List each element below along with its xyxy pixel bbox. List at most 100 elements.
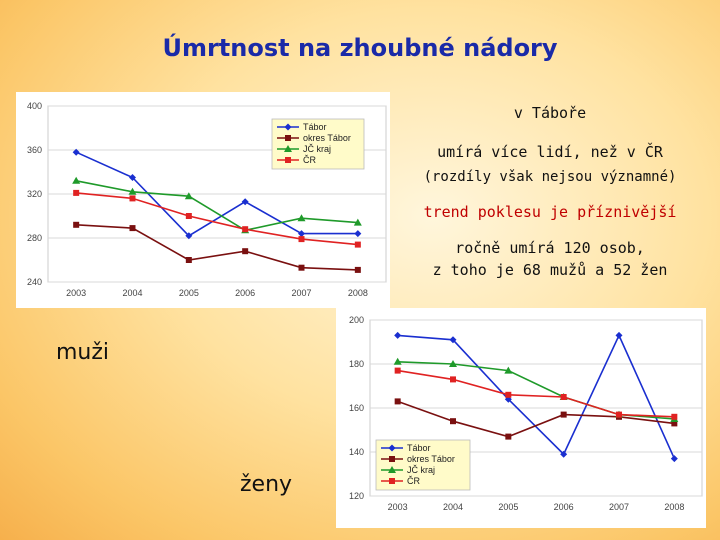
men-point-okres [298, 264, 305, 271]
men-legend-label-cr: ČR [303, 155, 316, 165]
women-point-okres [671, 420, 678, 427]
women-legend-label-tabor: Tábor [407, 443, 431, 453]
men-point-jc [184, 192, 193, 200]
women-point-tabor [615, 331, 623, 339]
men-point-cr [73, 189, 80, 196]
men-xtick-label: 2004 [122, 288, 142, 298]
women-point-okres [450, 418, 456, 425]
men-point-tabor [298, 230, 305, 238]
women-ytick-label: 140 [349, 447, 364, 457]
men-series-line-jc [76, 180, 358, 232]
men-xtick-label: 2006 [235, 288, 255, 298]
women-point-cr [560, 394, 567, 400]
men-legend-marker-cr [285, 157, 291, 163]
men-point-cr [354, 241, 361, 248]
women-ytick-label: 120 [349, 491, 364, 501]
women-xtick-label: 2003 [388, 502, 408, 512]
note-trend: trend poklesu je příznivější [423, 203, 677, 221]
men-point-cr [298, 236, 305, 243]
page-title: Úmrtnost na zhoubné nádory [162, 34, 558, 62]
women-ytick-label: 160 [349, 403, 364, 413]
chart-women: 120 140 160 180 200 2003 2004 2005 2006 2007 2008 T… [349, 315, 703, 512]
men-point-tabor [354, 230, 362, 238]
men-xtick-label: 2008 [348, 288, 368, 298]
women-point-jc [393, 357, 402, 365]
men-point-okres [354, 266, 361, 273]
women-xtick-label: 2007 [609, 502, 629, 512]
women-xtick-label: 2006 [554, 502, 574, 512]
men-series-line-cr [76, 192, 358, 246]
women-xtick-label: 2008 [664, 502, 684, 512]
note-location: v Táboře [513, 104, 587, 122]
men-ytick-label: 360 [27, 145, 42, 155]
men-point-tabor [185, 232, 193, 240]
chart-men: 240 280 320 360 400 2003 2004 2005 2006 2007 2008 T… [27, 101, 387, 298]
women-point-cr [394, 367, 401, 374]
women-point-okres [505, 433, 512, 440]
men-ytick-label: 400 [27, 101, 42, 111]
women-series-line-cr [397, 369, 675, 418]
women-legend-label-okres: okres Tábor [407, 454, 455, 464]
men-point-cr [129, 195, 136, 202]
women-legend-marker-okres [389, 456, 395, 462]
women-point-okres [560, 411, 567, 418]
note-more-deaths: umírá více lidí, než v ČR [437, 143, 663, 161]
men-series-line-okres [76, 224, 358, 271]
chart-panel-women: 120 140 160 180 200 2003 2004 2005 2006 2007 2008 T… [336, 308, 706, 528]
men-legend-label-tabor: Tábor [303, 122, 327, 132]
men-series-line-tabor [75, 151, 358, 237]
women-point-cr [450, 376, 456, 383]
women-point-jc [504, 366, 513, 374]
women-legend-marker-tabor [388, 444, 396, 452]
men-point-cr [185, 213, 192, 219]
men-point-jc [297, 214, 306, 222]
women-series-line-tabor [397, 333, 676, 459]
women-legend-label-jc: JČ kraj [407, 465, 435, 475]
men-legend-marker-okres [285, 135, 291, 141]
men-ytick-label: 280 [27, 233, 42, 243]
men-legend-marker-tabor [284, 123, 292, 131]
men-legend-label-okres: okres Tábor [303, 133, 351, 143]
men-xtick-label: 2005 [179, 288, 199, 298]
men-point-okres [242, 248, 249, 255]
women-ytick-label: 180 [349, 359, 364, 369]
women-xtick-label: 2004 [443, 502, 463, 512]
men-ytick-label: 320 [27, 189, 42, 199]
men-point-okres [129, 225, 136, 232]
women-point-okres [394, 398, 401, 405]
women-point-tabor [449, 336, 457, 344]
men-point-tabor [72, 148, 80, 156]
note-differences: (rozdíly však nejsou významné) [423, 169, 677, 185]
men-legend-label-jc: JČ kraj [303, 144, 331, 154]
men-point-okres [185, 257, 192, 263]
chart-panel-men: 240 280 320 360 400 2003 2004 2005 2006 2007 2008 T… [16, 92, 390, 308]
men-legend-marker-jc [284, 145, 292, 152]
women-point-tabor [560, 450, 568, 458]
men-point-tabor [129, 174, 136, 181]
women-point-tabor [670, 455, 678, 463]
men-xtick-label: 2003 [66, 288, 86, 298]
women-point-cr [616, 411, 622, 418]
women-series-line-okres [397, 400, 675, 438]
men-point-cr [242, 226, 249, 233]
men-xtick-label: 2007 [291, 288, 311, 298]
men-point-tabor [241, 198, 249, 206]
women-point-cr [505, 391, 512, 398]
women-legend-marker-cr [389, 478, 395, 484]
women-legend-marker-jc [388, 466, 396, 473]
men-point-jc [353, 218, 362, 226]
men-point-okres [73, 221, 80, 228]
women-series-line-jc [397, 361, 675, 420]
men-ytick-label: 240 [27, 277, 42, 287]
men-point-jc [128, 187, 137, 195]
note-yearly-1: ročně umírá 120 osob, [455, 239, 645, 257]
women-legend-label-cr: ČR [407, 476, 420, 486]
women-point-cr [671, 413, 678, 420]
women-ytick-label: 200 [349, 315, 364, 325]
women-point-tabor [394, 331, 402, 339]
women-point-jc [449, 360, 457, 367]
label-women: ženy [240, 472, 293, 497]
note-yearly-2: z toho je 68 mužů a 52 žen [432, 261, 668, 279]
men-point-jc [72, 176, 81, 184]
label-men: muži [56, 340, 110, 365]
